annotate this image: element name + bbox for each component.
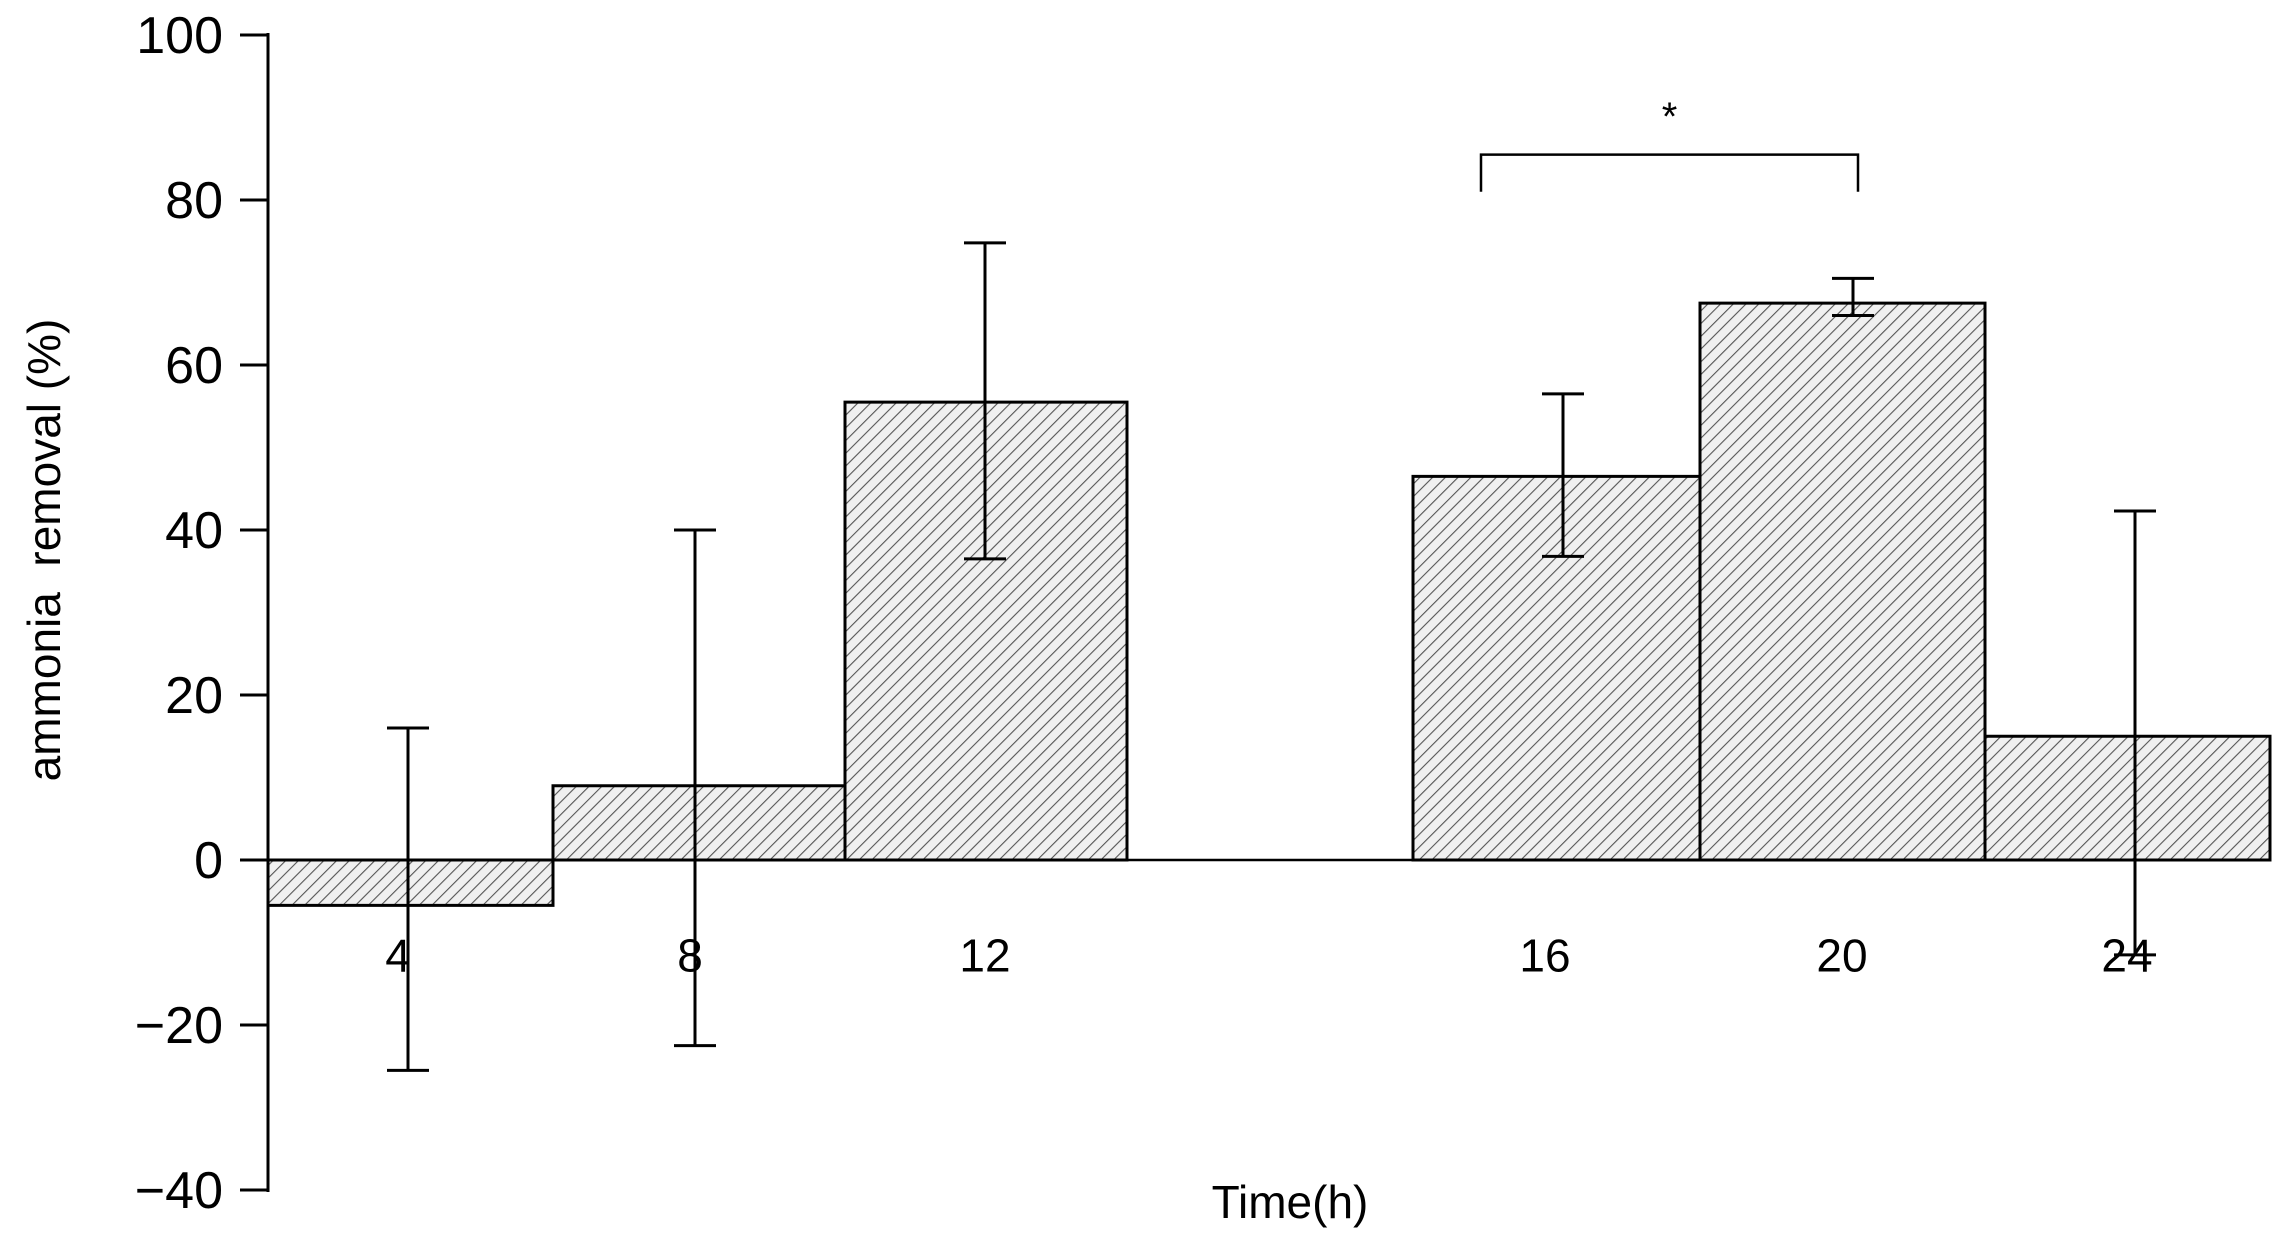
significance-marker: * [1662, 95, 1678, 139]
y-tick-label: 80 [165, 172, 223, 230]
y-tick-label: −40 [135, 1162, 223, 1220]
x-tick-label-24: 24 [2101, 929, 2152, 981]
x-tick-label-4: 4 [385, 929, 411, 981]
error-bar-12 [964, 241, 1006, 561]
bar-16 [1411, 474, 1702, 862]
y-tick-label: 40 [165, 502, 223, 560]
bar-4 [266, 858, 555, 907]
error-bar-16 [1542, 392, 1584, 558]
x-tick-label-12: 12 [959, 929, 1010, 981]
error-bar-4 [387, 726, 429, 1072]
y-tick-label: 100 [136, 7, 223, 65]
y-tick-label: −20 [135, 997, 223, 1055]
bracket-line [1479, 153, 1860, 192]
error-bar-8 [674, 528, 716, 1048]
error-bar-20 [1832, 276, 1874, 317]
y-tick-label: 0 [194, 832, 223, 890]
x-axis-label: Time(h) [1212, 1176, 1369, 1228]
bar-24 [1983, 734, 2272, 862]
y-tick-label: 60 [165, 337, 223, 395]
x-tick-label-8: 8 [677, 929, 703, 981]
x-tick-label-20: 20 [1816, 929, 1867, 981]
significance-bracket: * [1479, 95, 1860, 192]
y-axis-label: ammonia removal (%) [18, 319, 70, 782]
x-tick-label-16: 16 [1519, 929, 1570, 981]
error-bar-24 [2114, 509, 2156, 957]
y-tick-label: 20 [165, 667, 223, 725]
bar-8 [551, 784, 847, 862]
bar-20 [1698, 301, 1987, 862]
